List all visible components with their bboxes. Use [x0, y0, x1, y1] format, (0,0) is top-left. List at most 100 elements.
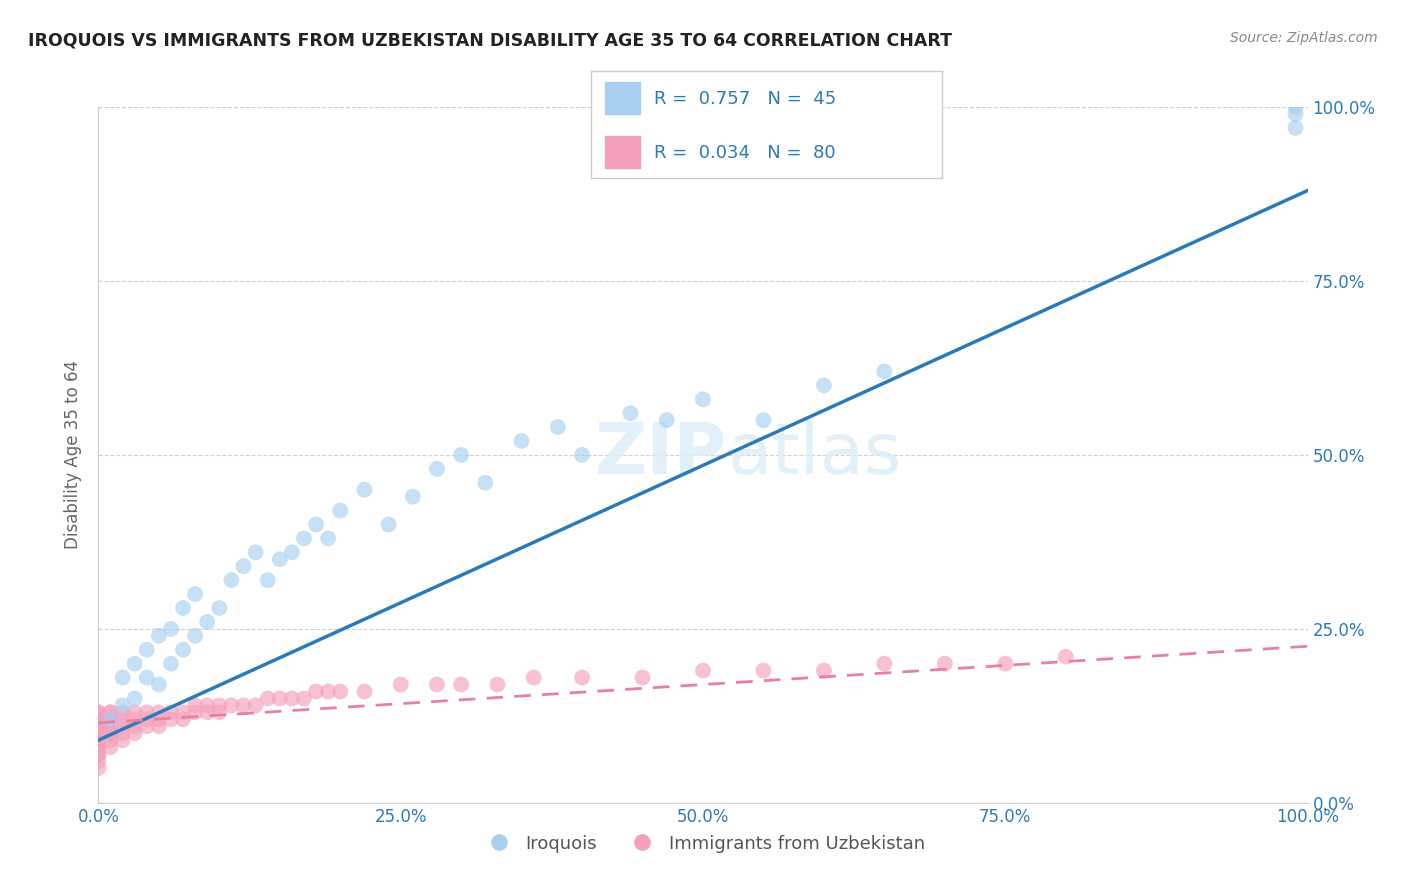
Point: [87, 726, 110, 740]
Point: [135, 712, 157, 726]
Point: [934, 657, 956, 671]
Point: [100, 712, 122, 726]
Text: Source: ZipAtlas.com: Source: ZipAtlas.com: [1230, 31, 1378, 45]
Point: [111, 733, 134, 747]
Point: [994, 657, 1017, 671]
Point: [389, 677, 412, 691]
Text: ZIP: ZIP: [595, 420, 727, 490]
Point: [87, 747, 110, 761]
Point: [655, 413, 678, 427]
Point: [100, 719, 122, 733]
Point: [87, 706, 110, 720]
Point: [100, 719, 122, 733]
Point: [100, 726, 122, 740]
Point: [87, 761, 110, 775]
Point: [221, 698, 243, 713]
Point: [111, 671, 134, 685]
Point: [124, 719, 146, 733]
Point: [692, 664, 714, 678]
Point: [148, 629, 170, 643]
Point: [813, 378, 835, 392]
Point: [195, 698, 218, 713]
Point: [87, 706, 110, 720]
Point: [305, 684, 328, 698]
Point: [353, 483, 375, 497]
Legend: Iroquois, Immigrants from Uzbekistan: Iroquois, Immigrants from Uzbekistan: [474, 828, 932, 860]
Point: [547, 420, 569, 434]
Point: [329, 503, 352, 517]
Point: [256, 573, 278, 587]
Point: [450, 677, 472, 691]
Point: [873, 364, 896, 378]
Point: [124, 726, 146, 740]
Point: [523, 671, 546, 685]
Point: [256, 691, 278, 706]
Point: [111, 726, 134, 740]
Point: [184, 587, 207, 601]
Y-axis label: Disability Age 35 to 64: Disability Age 35 to 64: [65, 360, 83, 549]
Point: [100, 726, 122, 740]
Point: [281, 545, 304, 559]
Point: [87, 740, 110, 755]
Point: [87, 719, 110, 733]
Point: [329, 684, 352, 698]
Point: [172, 642, 194, 657]
Bar: [605, 136, 640, 168]
Point: [87, 712, 110, 726]
Point: [135, 671, 157, 685]
Point: [402, 490, 425, 504]
Point: [160, 712, 183, 726]
Point: [87, 740, 110, 755]
Point: [752, 413, 775, 427]
Point: [221, 573, 243, 587]
Point: [474, 475, 496, 490]
Point: [87, 719, 110, 733]
Point: [100, 712, 122, 726]
Point: [1284, 120, 1306, 135]
Point: [124, 706, 146, 720]
Point: [148, 712, 170, 726]
Point: [292, 691, 315, 706]
Point: [631, 671, 654, 685]
Point: [87, 747, 110, 761]
Point: [208, 601, 231, 615]
Text: R =  0.034   N =  80: R = 0.034 N = 80: [654, 144, 835, 161]
Point: [135, 719, 157, 733]
Point: [135, 706, 157, 720]
Point: [269, 552, 291, 566]
Point: [316, 684, 339, 698]
Point: [184, 629, 207, 643]
Point: [124, 657, 146, 671]
Point: [100, 733, 122, 747]
Point: [571, 448, 593, 462]
Point: [486, 677, 509, 691]
Point: [124, 691, 146, 706]
Point: [305, 517, 328, 532]
Point: [100, 706, 122, 720]
Point: [269, 691, 291, 706]
Point: [208, 698, 231, 713]
Point: [148, 719, 170, 733]
Point: [873, 657, 896, 671]
Point: [100, 712, 122, 726]
Point: [160, 622, 183, 636]
Text: IROQUOIS VS IMMIGRANTS FROM UZBEKISTAN DISABILITY AGE 35 TO 64 CORRELATION CHART: IROQUOIS VS IMMIGRANTS FROM UZBEKISTAN D…: [28, 31, 952, 49]
Point: [87, 726, 110, 740]
Point: [377, 517, 399, 532]
Point: [619, 406, 641, 420]
Point: [87, 740, 110, 755]
Point: [111, 706, 134, 720]
Point: [752, 664, 775, 678]
Point: [87, 712, 110, 726]
Point: [426, 462, 449, 476]
Point: [184, 698, 207, 713]
Point: [232, 698, 254, 713]
Point: [100, 706, 122, 720]
Point: [87, 712, 110, 726]
Point: [111, 712, 134, 726]
Text: atlas: atlas: [727, 420, 901, 490]
Point: [450, 448, 472, 462]
Point: [172, 712, 194, 726]
Point: [195, 615, 218, 629]
Point: [245, 698, 267, 713]
